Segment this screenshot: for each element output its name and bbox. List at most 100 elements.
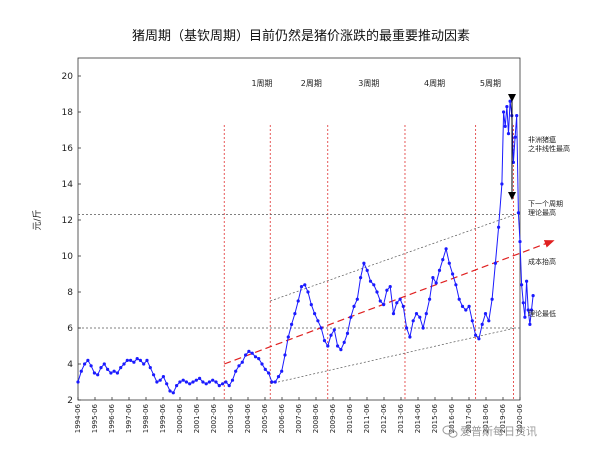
price-point [224, 380, 228, 384]
price-point [385, 288, 389, 292]
price-point [250, 351, 254, 355]
price-point [184, 380, 188, 384]
asf-annotation-line: 非洲猪瘟 [528, 135, 556, 144]
watermark: 爱普斯每日资讯 [442, 424, 537, 438]
price-point [362, 261, 366, 265]
price-point [401, 304, 405, 308]
price-point [178, 380, 182, 384]
price-point [313, 312, 317, 316]
price-point [247, 349, 251, 353]
price-point [319, 326, 323, 330]
x-tick-label: 2001-06 [193, 403, 201, 433]
price-point [516, 211, 521, 215]
price-point [391, 312, 396, 316]
y-tick-label: 20 [62, 72, 74, 82]
price-series [76, 99, 535, 395]
price-point [493, 261, 497, 265]
price-point [454, 283, 458, 287]
price-point [526, 308, 530, 312]
price-point [217, 384, 221, 388]
period-labels: 1周期 2周期 3周期 4周期 5周期 [251, 79, 500, 88]
price-point [309, 303, 313, 307]
price-point [211, 378, 215, 382]
price-point [382, 303, 386, 307]
price-point [428, 297, 432, 301]
price-point [513, 135, 517, 139]
price-point [109, 371, 113, 375]
price-point [336, 344, 340, 348]
price-point [500, 182, 504, 186]
price-point [506, 132, 511, 136]
price-point [365, 268, 369, 272]
price-point [290, 322, 294, 326]
period-label: 3周期 [358, 79, 379, 88]
theory-low-annotation: 理论最低 [528, 309, 556, 318]
price-point [355, 297, 359, 301]
price-point [106, 367, 110, 371]
price-point [414, 312, 419, 316]
price-point [447, 261, 451, 265]
price-point [132, 360, 136, 364]
price-point [490, 297, 494, 301]
price-point [119, 366, 123, 370]
x-tick-label: 2005-06 [261, 403, 269, 433]
price-point [352, 304, 356, 308]
price-point [148, 366, 152, 370]
price-point [525, 279, 529, 283]
price-point [349, 315, 353, 319]
price-point [96, 373, 100, 377]
price-point [112, 369, 116, 373]
x-tick-label: 1996-06 [108, 403, 116, 433]
y-tick-label: 6 [67, 324, 73, 334]
x-tick-label: 2019-06 [499, 403, 507, 433]
price-point [204, 382, 208, 386]
price-point [531, 294, 535, 298]
price-point [467, 304, 471, 308]
x-tick-label: 1999-06 [159, 403, 167, 433]
cost-rise-annotation: 成本抬高 [528, 257, 556, 266]
price-point [276, 375, 281, 379]
price-point [263, 367, 267, 371]
price-point [260, 362, 264, 366]
price-point [457, 297, 461, 301]
price-point [505, 105, 509, 109]
price-point [122, 362, 126, 366]
price-point [181, 378, 185, 382]
x-tick-label: 2011-06 [363, 403, 371, 433]
price-point [434, 281, 438, 285]
price-point [483, 312, 488, 316]
price-point [502, 110, 506, 114]
y-tick-label: 2 [67, 396, 73, 406]
chart-title: 猪周期（基钦周期）目前仍然是猪价涨跌的最重要推动因素 [132, 28, 470, 44]
price-point [444, 247, 448, 251]
price-point [503, 124, 507, 128]
wechat-icon [442, 425, 458, 438]
asf-annotation-line: 之非线性最高 [528, 144, 570, 153]
x-tick-label: 2012-06 [380, 403, 388, 433]
plot-frame [77, 57, 521, 401]
price-point [207, 380, 211, 384]
price-point [86, 358, 90, 362]
price-point [125, 358, 129, 362]
price-point [451, 272, 455, 276]
period-label: 4周期 [424, 79, 445, 88]
price-point [280, 369, 284, 373]
price-point [161, 375, 165, 379]
y-tick-label: 10 [62, 252, 74, 262]
price-point [339, 348, 343, 352]
x-tick-label: 2008-06 [312, 403, 320, 433]
price-point [431, 276, 435, 280]
price-point [198, 376, 202, 380]
x-tick-label: 2004-06 [244, 403, 252, 433]
price-point [359, 276, 363, 280]
chart-frame [77, 57, 521, 401]
price-point [515, 114, 519, 118]
price-point [234, 369, 238, 373]
period-dividers [78, 125, 520, 400]
price-point [240, 360, 244, 364]
y-tick-label: 14 [62, 180, 74, 190]
price-point [138, 358, 142, 362]
